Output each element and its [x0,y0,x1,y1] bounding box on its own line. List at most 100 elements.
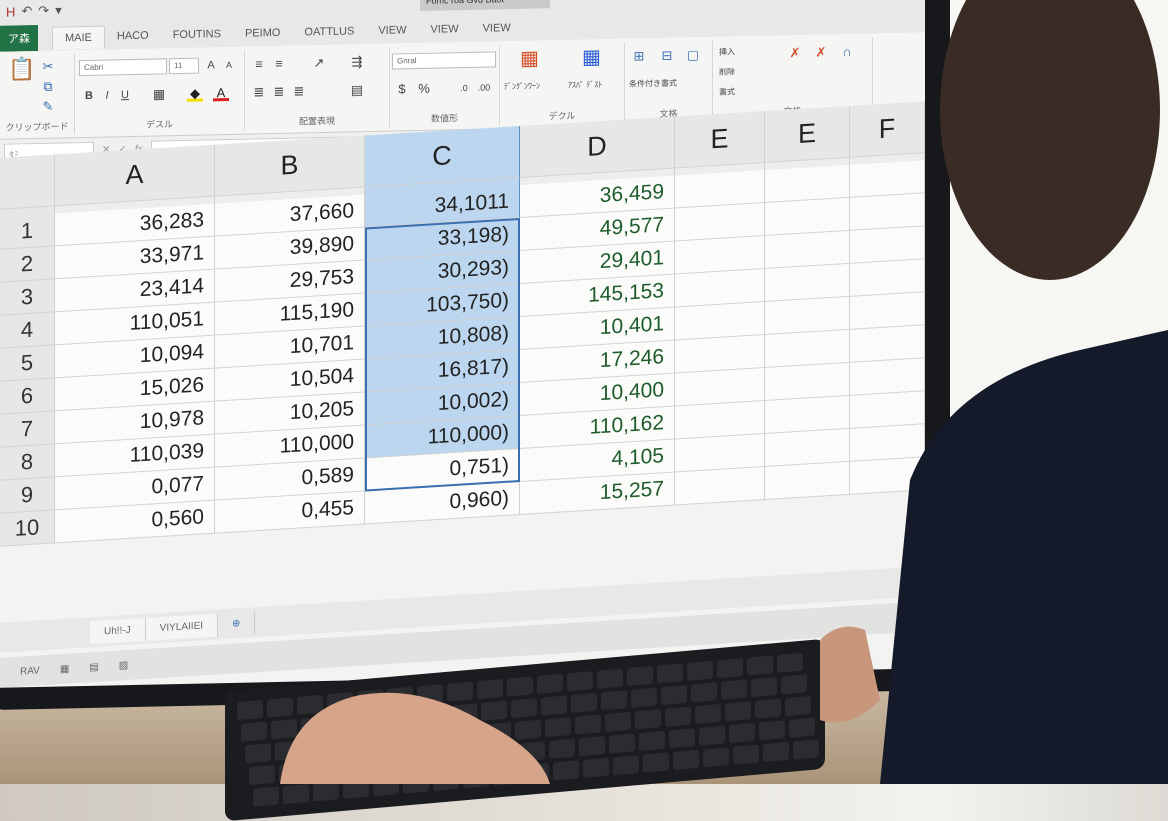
key[interactable] [781,674,807,695]
column-header[interactable]: E [675,111,765,169]
sheet-tab[interactable]: Uh!!-J [90,617,146,644]
key[interactable] [313,781,339,802]
grow-font-icon[interactable]: A [207,59,215,72]
key[interactable] [755,698,781,719]
insert-button[interactable]: 挿入 [719,47,735,57]
key[interactable] [631,687,657,708]
font-size-select[interactable]: 11 [169,57,199,75]
key[interactable] [627,665,653,687]
key[interactable] [703,747,729,768]
conditional-button[interactable]: 条件付き書式 [629,78,677,89]
styles-button[interactable]: ﾃﾞﾝｸﾞﾝﾜｰﾝ [504,81,540,92]
increase-decimal-icon[interactable]: .0 [460,82,468,94]
percent-icon[interactable]: % [418,80,430,97]
wrap-text-icon[interactable]: ⇶ [351,54,363,70]
table-button[interactable]: ｱｽﾊﾟ ﾃﾞｽﾄ [568,80,603,90]
number-format-select[interactable]: Gnral [392,51,496,70]
key[interactable] [283,783,309,805]
row-header[interactable]: 4 [0,312,55,349]
tab-home[interactable]: MAIE [52,25,105,50]
normal-view-icon[interactable]: ▦ [59,663,70,675]
row-header[interactable]: 8 [0,444,55,481]
key[interactable] [777,652,803,673]
align-top-icon[interactable]: ≡ [255,56,263,72]
key[interactable] [669,728,695,749]
page-break-icon[interactable]: ▧ [118,659,129,672]
format-as-table-icon[interactable]: ▦ [582,46,601,69]
key[interactable] [245,743,271,764]
tab-insert[interactable]: HACO [116,29,149,43]
key[interactable] [553,760,579,781]
orientation-icon[interactable]: ↗ [313,54,325,71]
copy-icon[interactable]: ⧉ [43,78,53,94]
key[interactable] [237,699,263,721]
cell[interactable] [675,170,765,209]
tab-view-2[interactable]: VIEW [430,23,459,36]
key[interactable] [763,741,789,763]
redo-icon[interactable]: ↷ [38,2,50,18]
key[interactable] [571,692,597,713]
cell[interactable] [675,335,765,374]
insert-icon[interactable]: ⊞ [633,48,645,64]
key[interactable] [747,655,773,676]
cell[interactable] [675,302,765,341]
row-header[interactable]: 9 [0,477,55,514]
key[interactable] [725,701,751,722]
key[interactable] [575,714,601,735]
key[interactable] [241,721,267,742]
key[interactable] [717,657,743,679]
key[interactable] [643,752,669,773]
cell[interactable] [675,368,765,407]
tab-view-1[interactable]: VIEW [378,24,407,37]
key[interactable] [729,722,755,744]
align-center-icon[interactable]: ≣ [273,83,285,100]
save-icon[interactable]: H [6,3,16,20]
row-header[interactable]: 3 [0,279,55,316]
page-layout-icon[interactable]: ▤ [89,661,99,673]
cell[interactable] [675,401,765,440]
column-header[interactable]: B [215,135,365,197]
add-sheet-icon[interactable]: ⊕ [218,610,256,636]
key[interactable] [597,668,623,689]
key[interactable] [721,679,747,700]
row-header[interactable]: 2 [0,246,55,283]
tab-options[interactable]: OATTLUS [304,25,355,39]
bold-icon[interactable]: B [85,89,93,103]
key[interactable] [691,682,717,703]
key[interactable] [567,671,593,692]
align-left-icon[interactable]: ≣ [253,84,265,100]
align-middle-icon[interactable]: ≡ [275,55,283,72]
key[interactable] [613,755,639,776]
file-tab[interactable]: ア森 [0,24,38,52]
font-name-select[interactable]: Cabri [79,58,167,77]
font-color-icon[interactable]: A [213,84,229,102]
underline-icon[interactable]: U [121,89,129,102]
row-header[interactable]: 5 [0,345,55,382]
key[interactable] [785,695,811,717]
tab-formulas[interactable]: FOUTINS [172,28,221,42]
row-header[interactable]: 1 [0,213,55,250]
row-header[interactable]: 7 [0,411,55,448]
key[interactable] [665,706,691,727]
select-all-corner[interactable] [0,154,55,210]
currency-icon[interactable]: $ [398,81,406,97]
key[interactable] [657,663,683,684]
cell[interactable] [675,236,765,275]
align-right-icon[interactable]: ≣ [293,83,305,99]
tab-view-3[interactable]: VIEW [482,22,511,35]
column-header[interactable]: D [520,116,675,179]
key[interactable] [549,738,575,759]
merge-icon[interactable]: ▤ [350,82,364,98]
border-icon[interactable]: ▦ [152,86,166,102]
cell[interactable] [675,269,765,308]
key[interactable] [583,757,609,778]
cut-icon[interactable]: ✂ [42,58,54,74]
key[interactable] [695,703,721,725]
delete-button[interactable]: 削除 [719,67,735,77]
key[interactable] [759,720,785,741]
key[interactable] [699,725,725,746]
format-icon[interactable]: ▢ [686,47,700,63]
key[interactable] [673,749,699,771]
cell[interactable] [675,203,765,242]
key[interactable] [253,786,279,807]
